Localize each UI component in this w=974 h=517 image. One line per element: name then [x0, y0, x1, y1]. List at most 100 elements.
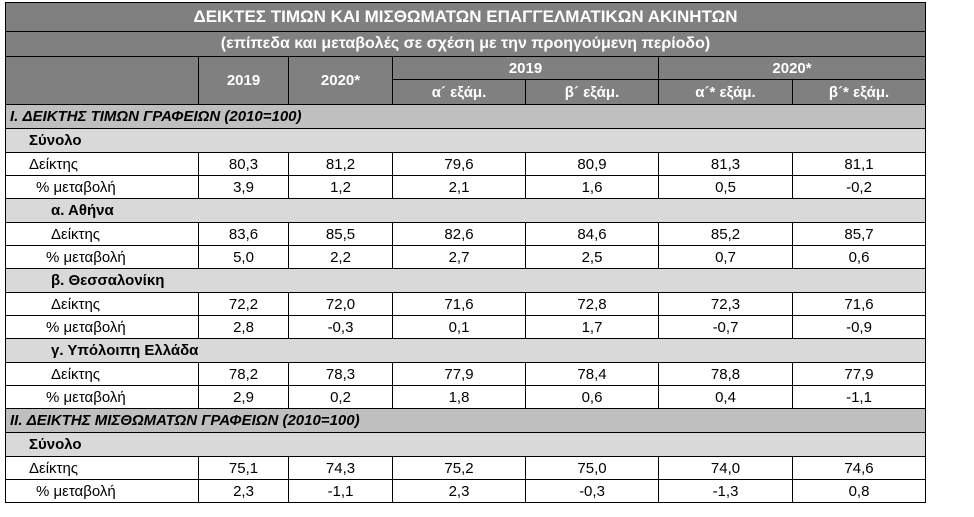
data-row: % μεταβολή 2,9 0,2 1,8 0,6 0,4 -1,1 — [5, 385, 927, 409]
cell-value: 1,2 — [288, 175, 393, 199]
data-row: Δείκτης 75,1 74,3 75,2 75,0 74,0 74,6 — [5, 456, 927, 480]
cell-value: 84,6 — [525, 222, 659, 246]
cell-value: 74,3 — [288, 456, 393, 480]
cell-value: 77,9 — [791, 362, 927, 386]
cell-value: 72,8 — [525, 292, 659, 316]
group-title: Σύνολο — [4, 432, 927, 457]
cell-value: 74,6 — [791, 456, 927, 480]
cell-value: 0,6 — [525, 385, 659, 409]
cell-value: 2,1 — [392, 175, 526, 199]
cell-value: -1,1 — [288, 479, 393, 503]
cell-value: 2,2 — [288, 245, 393, 269]
cell-value: 75,1 — [198, 456, 289, 480]
cell-value: 2,8 — [198, 315, 289, 339]
section-row: II. ΔΕΙΚΤΗΣ ΜΙΣΘΩΜΑΤΩΝ ΓΡΑΦΕΙΩΝ (2010=10… — [4, 408, 927, 433]
cell-value: 72,2 — [198, 292, 289, 316]
sub-header: β´* εξάμ. — [791, 79, 927, 105]
cell-value: 2,9 — [198, 385, 289, 409]
row-label: Δείκτης — [5, 152, 199, 176]
cell-value: 71,6 — [791, 292, 927, 316]
cell-value: 85,5 — [288, 222, 393, 246]
group-header: 2020* — [657, 56, 927, 80]
data-row: % μεταβολή 2,3 -1,1 2,3 -0,3 -1,3 0,8 — [5, 479, 927, 503]
group-row: β. Θεσσαλονίκη — [4, 268, 927, 293]
section-row: I. ΔΕΙΚΤΗΣ ΤΙΜΩΝ ΓΡΑΦΕΙΩΝ (2010=100) — [4, 104, 927, 129]
cell-value: 0,6 — [791, 245, 927, 269]
cell-value: 0,2 — [288, 385, 393, 409]
cell-value: 0,1 — [392, 315, 526, 339]
section-title: I. ΔΕΙΚΤΗΣ ΤΙΜΩΝ ΓΡΑΦΕΙΩΝ (2010=100) — [4, 104, 927, 129]
cell-value: -0,3 — [525, 479, 659, 503]
cell-value: 2,7 — [392, 245, 526, 269]
cell-value: 0,7 — [658, 245, 793, 269]
cell-value: 0,8 — [791, 479, 927, 503]
cell-value: 75,0 — [525, 456, 659, 480]
cell-value: 81,1 — [791, 152, 927, 176]
row-label: % μεταβολή — [5, 385, 199, 409]
row-label: Δείκτης — [5, 222, 199, 246]
cell-value: -0,9 — [791, 315, 927, 339]
data-row: % μεταβολή 2,8 -0,3 0,1 1,7 -0,7 -0,9 — [5, 315, 927, 339]
title: ΔΕΙΚΤΕΣ ΤΙΜΩΝ ΚΑΙ ΜΙΣΘΩΜΑΤΩΝ ΕΠΑΓΓΕΛΜΑΤΙ… — [4, 2, 927, 32]
row-label: % μεταβολή — [5, 175, 199, 199]
group-title: β. Θεσσαλονίκη — [4, 268, 927, 293]
cell-value: 1,7 — [525, 315, 659, 339]
corner — [5, 56, 199, 105]
cell-value: 85,7 — [791, 222, 927, 246]
col-header: 2019 — [198, 56, 289, 105]
cell-value: 83,6 — [198, 222, 289, 246]
group-row: α. Αθήνα — [4, 198, 927, 223]
row-label: % μεταβολή — [5, 315, 199, 339]
sub-header: α´ εξάμ. — [392, 79, 526, 105]
data-row: Δείκτης 72,2 72,0 71,6 72,8 72,3 71,6 — [5, 292, 927, 316]
cell-value: 0,4 — [658, 385, 793, 409]
data-table: ΔΕΙΚΤΕΣ ΤΙΜΩΝ ΚΑΙ ΜΙΣΘΩΜΑΤΩΝ ΕΠΑΓΓΕΛΜΑΤΙ… — [4, 2, 927, 503]
group-title: α. Αθήνα — [4, 198, 927, 223]
sub-header: α´* εξάμ. — [658, 79, 793, 105]
row-label: Δείκτης — [5, 456, 199, 480]
cell-value: 78,4 — [525, 362, 659, 386]
cell-value: 72,0 — [288, 292, 393, 316]
cell-value: 2,3 — [392, 479, 526, 503]
data-row: % μεταβολή 5,0 2,2 2,7 2,5 0,7 0,6 — [5, 245, 927, 269]
cell-value: 74,0 — [658, 456, 793, 480]
cell-value: 78,2 — [198, 362, 289, 386]
row-label: % μεταβολή — [5, 245, 199, 269]
cell-value: 72,3 — [658, 292, 793, 316]
cell-value: 0,5 — [658, 175, 793, 199]
group-row: γ. Υπόλοιπη Ελλάδα — [4, 338, 927, 363]
cell-value: 1,6 — [525, 175, 659, 199]
cell-value: 5,0 — [198, 245, 289, 269]
cell-value: 71,6 — [392, 292, 526, 316]
row-label: Δείκτης — [5, 362, 199, 386]
cell-value: 81,2 — [288, 152, 393, 176]
data-row: Δείκτης 83,6 85,5 82,6 84,6 85,2 85,7 — [5, 222, 927, 246]
group-row: Σύνολο — [4, 128, 927, 153]
group-row: Σύνολο — [4, 432, 927, 457]
section-title: II. ΔΕΙΚΤΗΣ ΜΙΣΘΩΜΑΤΩΝ ΓΡΑΦΕΙΩΝ (2010=10… — [4, 408, 927, 433]
cell-value: -0,2 — [791, 175, 927, 199]
data-row: % μεταβολή 3,9 1,2 2,1 1,6 0,5 -0,2 — [5, 175, 927, 199]
cell-value: 85,2 — [658, 222, 793, 246]
cell-value: -1,3 — [658, 479, 793, 503]
data-row: Δείκτης 80,3 81,2 79,6 80,9 81,3 81,1 — [5, 152, 927, 176]
cell-value: 81,3 — [658, 152, 793, 176]
cell-value: 80,9 — [525, 152, 659, 176]
cell-value: 3,9 — [198, 175, 289, 199]
cell-value: -1,1 — [791, 385, 927, 409]
cell-value: -0,7 — [658, 315, 793, 339]
cell-value: -0,3 — [288, 315, 393, 339]
table-body: ΔΕΙΚΤΕΣ ΤΙΜΩΝ ΚΑΙ ΜΙΣΘΩΜΑΤΩΝ ΕΠΑΓΓΕΛΜΑΤΙ… — [4, 2, 927, 503]
group-title: γ. Υπόλοιπη Ελλάδα — [4, 338, 927, 363]
data-row: Δείκτης 78,2 78,3 77,9 78,4 78,8 77,9 — [5, 362, 927, 386]
cell-value: 77,9 — [392, 362, 526, 386]
cell-value: 80,3 — [198, 152, 289, 176]
sub-header: β´ εξάμ. — [525, 79, 659, 105]
cell-value: 78,3 — [288, 362, 393, 386]
subtitle: (επίπεδα και μεταβολές σε σχέση με την π… — [4, 31, 927, 57]
cell-value: 2,3 — [198, 479, 289, 503]
cell-value: 1,8 — [392, 385, 526, 409]
row-label: % μεταβολή — [5, 479, 199, 503]
col-header: 2020* — [288, 56, 393, 105]
